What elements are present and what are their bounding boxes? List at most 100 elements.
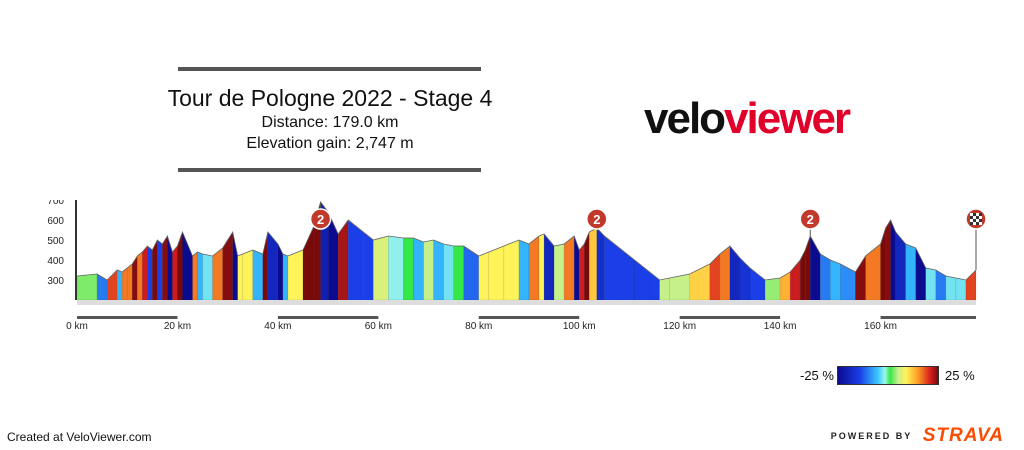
profile-segment bbox=[553, 243, 565, 301]
x-tick-label: 160 km bbox=[864, 321, 897, 332]
profile-segment bbox=[167, 235, 173, 301]
profile-segment bbox=[488, 245, 505, 301]
profile-segment bbox=[157, 239, 163, 301]
profile-segment bbox=[925, 267, 937, 301]
finish-flag-check bbox=[979, 216, 982, 219]
profile-segment bbox=[147, 245, 153, 301]
created-at-text: Created at VeloViewer.com bbox=[7, 430, 152, 444]
profile-segment bbox=[779, 271, 791, 301]
legend-min-label: -25 % bbox=[800, 368, 834, 383]
powered-by-text: POWERED BY bbox=[830, 431, 913, 441]
profile-segment bbox=[578, 243, 585, 301]
finish-flag-check bbox=[976, 216, 979, 219]
logo-part-velo: velo bbox=[644, 94, 726, 143]
profile-segment bbox=[126, 263, 133, 301]
profile-segment bbox=[192, 251, 198, 301]
profile-segment bbox=[116, 269, 123, 301]
profile-segment bbox=[880, 227, 886, 301]
profile-segment bbox=[619, 247, 635, 301]
veloviewer-logo: veloviewer bbox=[644, 94, 851, 144]
finish-flag-check bbox=[973, 216, 976, 219]
profile-segment bbox=[252, 249, 264, 301]
profile-segment bbox=[373, 235, 389, 301]
climb-category-label: 2 bbox=[317, 212, 324, 227]
profile-segment bbox=[177, 231, 183, 301]
profile-segment bbox=[669, 273, 690, 301]
profile-segment bbox=[413, 237, 424, 301]
profile-segment bbox=[596, 227, 605, 301]
finish-flag-check bbox=[979, 222, 982, 225]
x-tick-label: 140 km bbox=[764, 321, 797, 332]
finish-flag-check bbox=[970, 213, 973, 216]
profile-segment bbox=[403, 237, 414, 301]
profile-segment bbox=[528, 235, 540, 301]
profile-segment bbox=[121, 267, 128, 301]
profile-segment bbox=[433, 239, 444, 301]
x-tick-label: 40 km bbox=[264, 321, 291, 332]
profile-segment bbox=[820, 253, 831, 301]
distance-text: Distance: 179.0 km bbox=[261, 114, 399, 131]
distance-scale-band bbox=[880, 316, 976, 319]
y-tick-label: 500 bbox=[47, 236, 64, 247]
y-tick-label: 300 bbox=[47, 276, 64, 287]
profile-segment bbox=[197, 251, 203, 301]
finish-flag-check bbox=[970, 222, 973, 225]
profile-segment bbox=[604, 235, 620, 301]
x-tick-label: 80 km bbox=[465, 321, 492, 332]
stage-title: Tour de Pologne 2022 - Stage 4 bbox=[167, 85, 493, 111]
profile-segment bbox=[162, 235, 168, 301]
profile-segment bbox=[955, 277, 967, 301]
profile-segment bbox=[885, 219, 891, 301]
finish-flag-check bbox=[979, 213, 982, 216]
x-tick-label: 0 km bbox=[66, 321, 88, 332]
profile-segment bbox=[518, 239, 530, 301]
profile-segment bbox=[96, 273, 108, 301]
profile-segment bbox=[443, 243, 454, 301]
finish-flag-check bbox=[970, 219, 973, 222]
profile-segment bbox=[453, 245, 464, 301]
profile-segment bbox=[945, 275, 957, 301]
profile-segment bbox=[915, 247, 927, 301]
strava-logo: STRAVA bbox=[922, 425, 1004, 446]
title-bottom-rule bbox=[178, 168, 481, 172]
finish-flag-check bbox=[970, 216, 973, 219]
y-tick-label: 700 bbox=[47, 200, 64, 207]
profile-segment bbox=[187, 243, 193, 301]
title-block: Tour de Pologne 2022 - Stage 4 Distance:… bbox=[130, 84, 530, 154]
profile-segment bbox=[212, 247, 223, 301]
profile-segment bbox=[76, 273, 98, 301]
profile-segment bbox=[709, 253, 721, 301]
title-top-rule bbox=[178, 67, 481, 71]
profile-segment bbox=[764, 277, 781, 301]
profile-segment bbox=[865, 243, 881, 301]
climb-category-marker bbox=[586, 208, 608, 230]
profile-segment bbox=[659, 277, 670, 301]
profile-segment bbox=[804, 235, 811, 301]
profile-segment bbox=[749, 267, 766, 301]
profile-segment bbox=[202, 253, 213, 301]
climb-category-label: 2 bbox=[807, 212, 814, 227]
profile-segment bbox=[799, 249, 806, 301]
elevation-profile-chart: 300 400 500 600 700 0 km 20 km 40 km 60 km 80 km 1… bbox=[47, 200, 987, 332]
profile-segment bbox=[890, 219, 896, 301]
profile-segment bbox=[242, 249, 254, 301]
profile-segment bbox=[363, 231, 374, 301]
distance-scale-band bbox=[679, 316, 781, 319]
profile-segment bbox=[423, 239, 434, 301]
finish-flag-check bbox=[976, 213, 979, 216]
profile-segment bbox=[142, 245, 148, 301]
x-tick-label: 120 km bbox=[663, 321, 696, 332]
profile-segment bbox=[478, 251, 490, 301]
climb-category-marker bbox=[799, 208, 822, 230]
profile-segment bbox=[840, 263, 856, 301]
profile-segment bbox=[719, 245, 731, 301]
profile-segment bbox=[388, 235, 404, 301]
x-tick-label: 60 km bbox=[365, 321, 392, 332]
profile-segment bbox=[905, 243, 916, 301]
finish-flag-check bbox=[979, 219, 982, 222]
legend-max-label: 25 % bbox=[945, 368, 975, 383]
finish-flag-check bbox=[976, 219, 979, 222]
x-tick-label: 100 km bbox=[563, 321, 596, 332]
profile-segment bbox=[172, 245, 178, 301]
profile-segment bbox=[222, 231, 233, 301]
